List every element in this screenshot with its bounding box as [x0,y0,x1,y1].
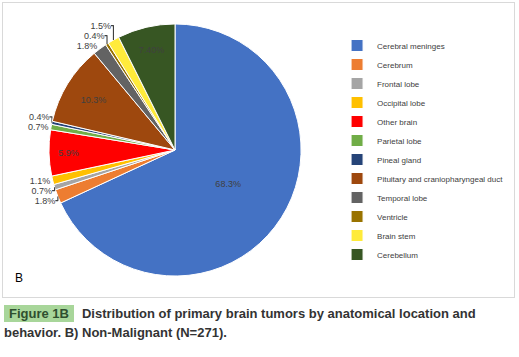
svg-text:68.3%: 68.3% [215,179,241,189]
svg-text:Cerebrum: Cerebrum [377,61,413,70]
svg-text:1.8%: 1.8% [77,41,98,51]
svg-text:B: B [15,271,23,285]
svg-text:Other brain: Other brain [377,118,417,127]
svg-text:Parietal lobe: Parietal lobe [377,137,422,146]
svg-text:0.4%: 0.4% [29,112,50,122]
svg-text:0.7%: 0.7% [32,186,53,196]
svg-text:Occipital lobe: Occipital lobe [377,99,426,108]
svg-text:Cerebral meninges: Cerebral meninges [377,42,445,51]
svg-text:0.7%: 0.7% [28,122,49,132]
svg-text:0.4%: 0.4% [84,31,105,41]
svg-text:Temporal lobe: Temporal lobe [377,194,428,203]
svg-text:1.8%: 1.8% [35,196,56,206]
svg-text:Pineal gland: Pineal gland [377,156,421,165]
svg-text:Cerebellum: Cerebellum [377,251,418,260]
html-text:Figure 1B: Figure 1B [9,306,69,321]
svg-text:7.40%: 7.40% [139,45,165,55]
svg-text:1.5%: 1.5% [90,21,111,31]
html-text:Distribution of primary brain: Distribution of primary brain tumors by … [4,306,476,340]
svg-text:1.1%: 1.1% [30,176,51,186]
svg-text:Ventricle: Ventricle [377,213,408,222]
svg-text:Pituitary and craniopharyngeal: Pituitary and craniopharyngeal duct [377,175,503,184]
svg-text:5.9%: 5.9% [58,148,79,158]
svg-text:Brain stem: Brain stem [377,232,416,241]
svg-text:Frontal lobe: Frontal lobe [377,80,420,89]
svg-text:10.3%: 10.3% [81,95,107,105]
